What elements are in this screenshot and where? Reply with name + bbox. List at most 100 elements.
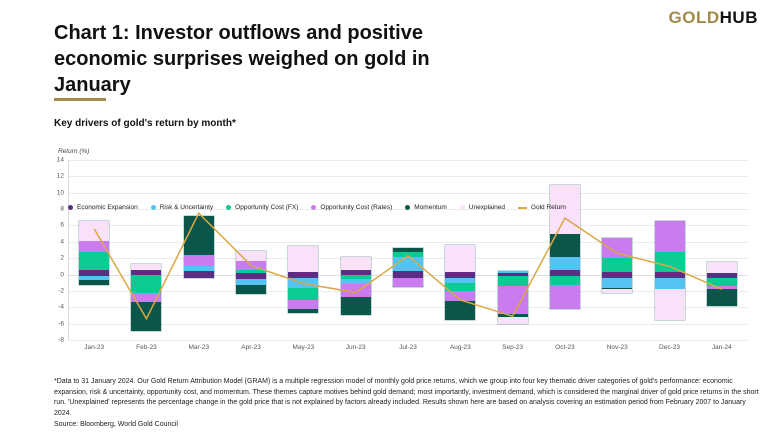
bar-segment-momentum[interactable] <box>706 289 737 306</box>
legend-item-econ[interactable]: Economic Expansion <box>68 204 138 211</box>
page-title: Chart 1: Investor outflows and positive … <box>54 22 430 96</box>
x-axis-label: Jan-24 <box>711 344 732 351</box>
y-tick-label: 6 <box>60 221 64 229</box>
bar-segment-rates[interactable] <box>131 292 162 303</box>
bar-segment-momentum[interactable] <box>79 280 110 286</box>
y-tick-label: -6 <box>58 320 64 328</box>
bar-Jun-23[interactable] <box>340 257 371 315</box>
y-tick-label: 0 <box>60 271 64 279</box>
bar-Mar-23[interactable] <box>183 215 214 278</box>
y-tick-label: 8 <box>60 205 64 213</box>
x-axis-label: May-23 <box>292 344 315 351</box>
bar-segment-momentum[interactable] <box>445 300 476 320</box>
y-gridline <box>68 241 748 243</box>
bar-Nov-23[interactable] <box>602 237 633 294</box>
y-tick-label: 4 <box>60 238 64 246</box>
footnote-text: *Data to 31 January 2024. Our Gold Retur… <box>54 378 759 417</box>
source-line: Source: Bloomberg, World Gold Council <box>54 421 178 428</box>
bar-Aug-23[interactable] <box>445 245 476 320</box>
bar-segment-fx[interactable] <box>79 252 110 271</box>
chart-legend: Economic Expansion Risk & Uncertainty Oppo… <box>68 204 566 211</box>
bar-segment-rates[interactable] <box>393 277 423 287</box>
legend-label: Risk & Uncertainty <box>159 204 214 211</box>
bar-segment-rates[interactable] <box>549 285 580 309</box>
bar-May-23[interactable] <box>288 245 319 313</box>
bar-Apr-23[interactable] <box>236 250 267 295</box>
y-axis-title: Return (%) <box>58 148 90 155</box>
y-gridline <box>68 192 748 194</box>
bar-Sep-23[interactable] <box>497 270 528 324</box>
bar-Jan-23[interactable] <box>79 221 110 286</box>
bar-segment-fx[interactable] <box>549 276 580 286</box>
bar-segment-unexplained[interactable] <box>497 317 528 324</box>
bar-segment-risk[interactable] <box>288 277 319 288</box>
bar-segment-fx[interactable] <box>445 282 476 291</box>
rates-dot-icon <box>311 205 317 210</box>
legend-item-rates[interactable]: Opportunity Cost (Rates) <box>311 204 392 211</box>
bar-segment-unexplained[interactable] <box>340 257 371 270</box>
bar-segment-unexplained[interactable] <box>445 245 476 273</box>
bar-segment-momentum[interactable] <box>340 297 371 315</box>
bar-segment-momentum[interactable] <box>183 215 214 255</box>
legend-item-risk[interactable]: Risk & Uncertainty <box>150 204 214 211</box>
bar-segment-econ[interactable] <box>393 271 423 278</box>
bar-segment-rates[interactable] <box>602 237 633 259</box>
bar-Feb-23[interactable] <box>131 263 162 331</box>
bar-Jul-23[interactable] <box>393 248 423 287</box>
bar-segment-risk[interactable] <box>654 277 685 290</box>
bar-segment-fx[interactable] <box>131 274 162 293</box>
bar-segment-unexplained[interactable] <box>288 245 319 273</box>
footnote: *Data to 31 January 2024. Our Gold Retur… <box>54 377 760 431</box>
y-gridline <box>68 160 748 161</box>
bar-segment-risk[interactable] <box>602 277 633 288</box>
x-axis-label: Feb-23 <box>136 344 157 351</box>
bar-segment-rates[interactable] <box>340 283 371 298</box>
bar-Jan-24[interactable] <box>706 262 737 306</box>
legend-label: Opportunity Cost (Rates) <box>320 204 393 211</box>
bar-segment-econ[interactable] <box>183 271 214 278</box>
y-tick-label: -4 <box>58 303 64 311</box>
goldhub-logo: GOLDHUB <box>669 8 758 28</box>
bar-segment-rates[interactable] <box>497 285 528 314</box>
legend-item-momentum[interactable]: Momentum <box>405 204 447 211</box>
bar-segment-unexplained[interactable] <box>602 289 633 294</box>
bar-segment-unexplained[interactable] <box>654 289 685 320</box>
momentum-dot-icon <box>405 205 411 210</box>
legend-item-fx[interactable]: Opportunity Cost (FX) <box>226 204 298 211</box>
bar-segment-momentum[interactable] <box>549 233 580 257</box>
legend-item-gold[interactable]: Gold Return <box>517 204 566 211</box>
chart-subtitle: Key drivers of gold's return by month* <box>54 118 236 129</box>
bar-segment-risk[interactable] <box>549 256 580 271</box>
bar-segment-fx[interactable] <box>288 287 319 300</box>
bar-segment-rates[interactable] <box>236 260 267 271</box>
bar-segment-unexplained[interactable] <box>236 250 267 261</box>
bar-segment-rates[interactable] <box>183 254 214 266</box>
bar-segment-rates[interactable] <box>79 240 110 253</box>
bar-segment-econ[interactable] <box>236 272 267 280</box>
x-axis-label: Mar-23 <box>188 344 210 351</box>
bar-segment-momentum[interactable] <box>288 308 319 313</box>
bar-segment-rates[interactable] <box>445 290 476 301</box>
gold-return-dash-icon <box>517 206 527 209</box>
bar-segment-fx[interactable] <box>706 277 737 286</box>
risk-dot-icon <box>150 205 156 210</box>
bar-segment-momentum[interactable] <box>131 302 162 331</box>
title-underline <box>54 98 106 101</box>
logo-hub-text: HUB <box>719 8 758 27</box>
stacked-bar-chart: Return (%) 14 12 10 8 6 4 2 0 -2 -4 -6 -8 Jan-23 Feb-… <box>50 148 756 351</box>
logo-gold-text: GOLD <box>668 8 720 27</box>
y-gridline <box>68 290 748 292</box>
fx-dot-icon <box>226 205 232 210</box>
bar-segment-fx[interactable] <box>654 252 685 273</box>
bar-segment-rates[interactable] <box>288 299 319 309</box>
bar-Dec-23[interactable] <box>654 220 685 320</box>
bar-segment-rates[interactable] <box>654 220 685 253</box>
x-axis-label: Nov-23 <box>606 344 628 351</box>
bar-segment-fx[interactable] <box>497 276 528 286</box>
bar-segment-fx[interactable] <box>602 258 633 273</box>
bar-segment-momentum[interactable] <box>236 285 267 295</box>
bar-segment-unexplained[interactable] <box>706 262 737 273</box>
bar-segment-unexplained[interactable] <box>79 221 110 241</box>
bar-segment-risk[interactable] <box>393 256 423 272</box>
legend-item-unexplained[interactable]: Unexplained <box>459 204 505 211</box>
